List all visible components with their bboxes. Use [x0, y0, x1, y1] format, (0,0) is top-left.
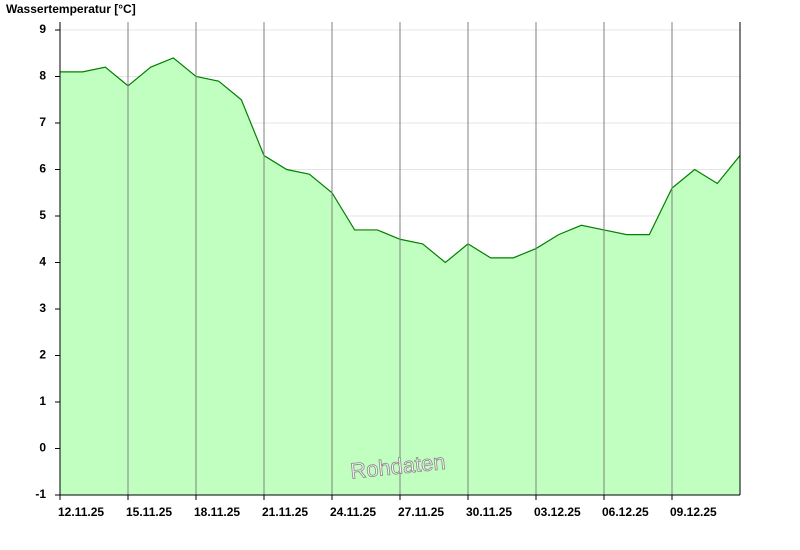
x-tick-label: 24.11.25: [330, 505, 376, 519]
y-tick-label: 7: [39, 115, 46, 129]
y-tick-label: 0: [39, 441, 46, 455]
x-tick-label: 18.11.25: [194, 505, 240, 519]
y-tick-label: 3: [39, 301, 46, 315]
x-tick-label: 03.12.25: [534, 505, 581, 519]
chart-title: Wassertemperatur [°C]: [6, 2, 136, 16]
y-tick-label: -1: [35, 487, 46, 501]
y-tick-label: 9: [39, 22, 46, 36]
x-tick-label: 12.11.25: [58, 505, 104, 519]
x-tick-label: 27.11.25: [398, 505, 444, 519]
y-tick-label: 1: [39, 394, 46, 408]
x-tick-label: 09.12.25: [670, 505, 717, 519]
y-tick-label: 5: [39, 208, 46, 222]
x-tick-label: 30.11.25: [466, 505, 512, 519]
x-tick-label: 21.11.25: [262, 505, 308, 519]
y-tick-label: 8: [39, 69, 46, 83]
x-tick-label: 06.12.25: [602, 505, 649, 519]
y-tick-label: 6: [39, 162, 46, 176]
x-tick-label: 15.11.25: [126, 505, 172, 519]
y-tick-label: 4: [39, 255, 46, 269]
y-tick-label: 2: [39, 348, 46, 362]
